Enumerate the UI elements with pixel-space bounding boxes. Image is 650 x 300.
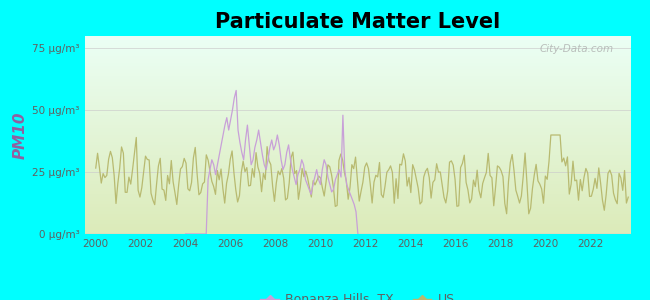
Y-axis label: PM10: PM10 bbox=[13, 111, 28, 159]
Text: City-Data.com: City-Data.com bbox=[540, 44, 614, 54]
Title: Particulate Matter Level: Particulate Matter Level bbox=[215, 12, 500, 32]
Legend: Bonanza Hills, TX, US: Bonanza Hills, TX, US bbox=[255, 288, 460, 300]
